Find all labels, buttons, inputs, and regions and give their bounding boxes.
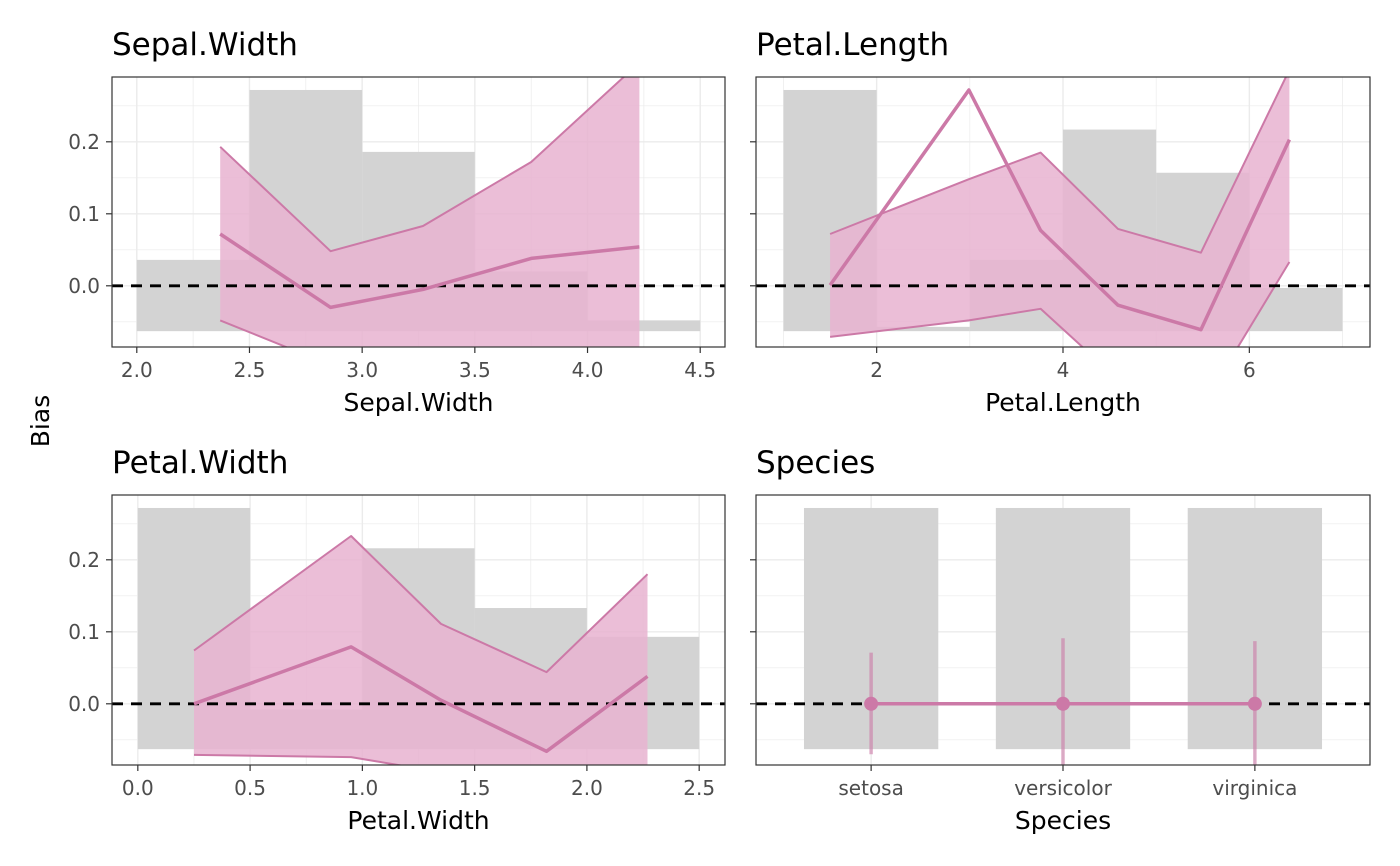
y-tick-label: 0.1 [68,202,100,226]
panel-border [111,494,726,766]
shared-y-axis-title: Bias [26,395,55,447]
band-lower-line [829,261,1291,347]
band-upper-line [193,535,649,674]
confidence-band [830,77,1290,347]
mean-point-setosa [864,696,879,711]
histogram-bar [876,326,970,332]
x-axis-title: Petal.Length [985,388,1141,417]
mean-bias-line [828,88,1291,332]
mean-point-virginica [1247,696,1262,711]
panel-title: Petal.Length [756,27,949,63]
x-tick-label: virginica [1212,776,1297,800]
mean-point-versicolor [1056,696,1070,711]
x-tick-label: 0.0 [122,776,154,800]
panel-title: Species [756,445,875,481]
panel-species: Species setosa versicolor virginica Species [750,445,1371,835]
x-tick-label: 2.0 [571,776,603,800]
panel-title: Petal.Width [112,445,288,481]
panel-title: Sepal.Width [112,27,298,63]
x-tick-label: setosa [838,776,903,800]
panel-border [111,76,726,348]
x-tick-label: 2.0 [121,358,153,382]
x-tick-label: 2.5 [234,358,266,382]
y-tick-label: 0.2 [68,548,100,572]
x-tick-label: 3.0 [346,358,378,382]
y-tick-label: 0.0 [68,274,100,298]
y-tick-label: 0.0 [68,692,100,716]
panel-petal-width: Petal.Width 0.0 0.5 1.0 1.5 2.0 2.5 0.0 0.1 0.2 Pe… [68,445,726,835]
x-tick-label: 4.5 [684,358,716,382]
x-tick-label: versicolor [1014,776,1112,800]
band-upper-line [829,77,1288,254]
panel-petal-length: Petal.Length 2 4 6 Petal.Length [750,27,1371,417]
x-tick-label: 6 [1243,358,1256,382]
x-tick-label: 1.0 [346,776,378,800]
panel-sepal-width: Sepal.Width 2.0 2.5 3.0 3.5 4.0 4.5 0.0 0.1 0.2 Se… [68,27,726,417]
confidence-band [220,77,640,347]
band-lower-line [193,753,405,765]
y-tick-label: 0.1 [68,620,100,644]
x-tick-label: 4 [1057,358,1070,382]
x-tick-label: 1.5 [459,776,491,800]
x-axis-title: Petal.Width [347,806,489,835]
x-tick-label: 2 [870,358,883,382]
x-tick-label: 0.5 [234,776,266,800]
confidence-band [194,536,648,765]
x-axis-title: Species [1015,806,1111,835]
x-tick-label: 2.5 [683,776,715,800]
y-tick-label: 0.2 [68,130,100,154]
band-upper-line [219,77,626,253]
x-axis-title: Sepal.Width [344,388,494,417]
x-tick-label: 4.0 [572,358,604,382]
histogram-bar [587,320,701,332]
x-tick-label: 3.5 [459,358,491,382]
